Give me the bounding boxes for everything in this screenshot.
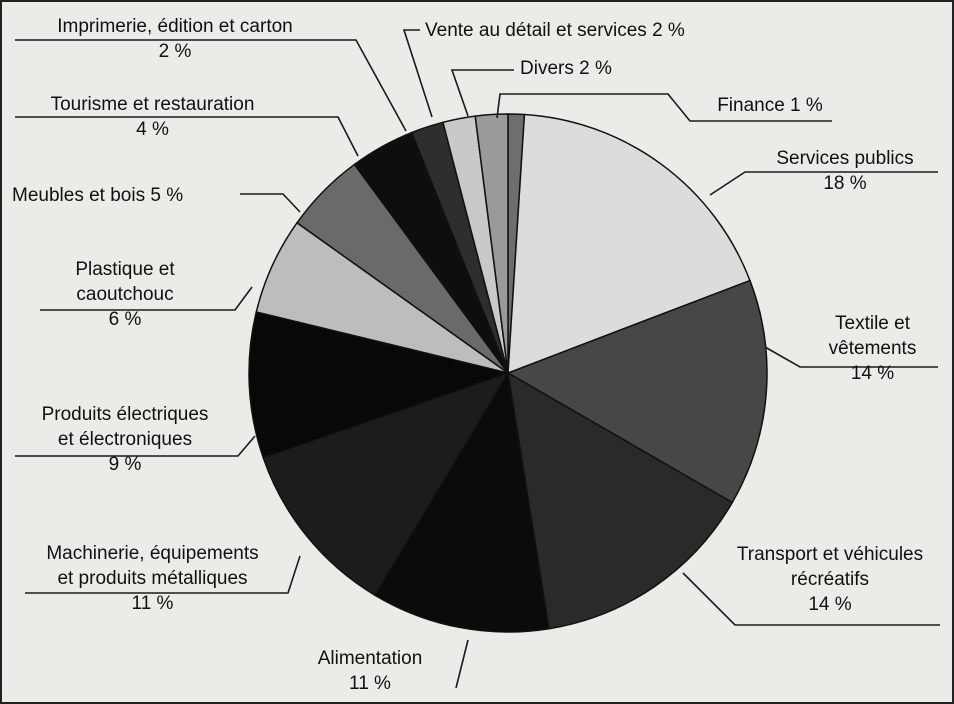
- slice-label-line: 6 %: [108, 309, 142, 330]
- slice-label-line: 14 %: [850, 363, 895, 384]
- slice-label-line: Produits électriques: [41, 404, 209, 425]
- leader-line-plastique: [40, 286, 253, 311]
- slice-label-textile: Textile et vêtements 14 %: [805, 311, 940, 386]
- slice-label-line: Imprimerie, édition et carton: [57, 16, 293, 37]
- slice-label-line: Machinerie, équipements: [46, 543, 259, 564]
- leader-line-textile: [764, 346, 938, 368]
- slice-label-line: Textile et: [835, 313, 910, 334]
- slice-label-finance: Finance 1 %: [670, 93, 870, 118]
- slice-label-line: récréatifs: [790, 569, 870, 590]
- pie-slice-services-publics: [507, 113, 751, 375]
- slice-label-line: 9 %: [108, 454, 142, 475]
- leader-line-electriques: [15, 435, 256, 457]
- slice-label-meubles: Meubles et bois 5 %: [12, 183, 232, 208]
- leader-line-finance: [496, 93, 832, 122]
- leader-line-alimentation: [455, 639, 469, 689]
- leader-line-machinerie: [25, 555, 301, 594]
- pie-slice-transport: [507, 371, 734, 630]
- slice-label-line: et électroniques: [57, 429, 193, 450]
- leader-line-divers: [450, 69, 514, 117]
- slice-label-imprimerie: Imprimerie, édition et carton 2 %: [10, 14, 340, 64]
- slice-label-tourisme: Tourisme et restauration 4 %: [10, 92, 295, 142]
- pie-slice-machinerie: [262, 371, 510, 597]
- slice-label-line: 14 %: [808, 594, 852, 615]
- slice-label-line: 11 %: [131, 593, 174, 614]
- slice-label-alimentation: Alimentation 11 %: [280, 646, 460, 696]
- slice-label-line: Finance 1 %: [717, 95, 823, 116]
- slice-label-line: et produits métalliques: [57, 568, 248, 589]
- slice-label-line: 4 %: [136, 119, 169, 140]
- leader-line-imprimerie: [15, 39, 407, 132]
- slice-label-plastique: Plastique et caoutchouc 6 %: [35, 257, 215, 332]
- slice-label-electriques: Produits électriques et électroniques 9 %: [10, 402, 240, 477]
- pie-slice-electriques: [248, 311, 511, 459]
- slice-label-line: Services publics: [776, 148, 914, 169]
- slice-label-line: Plastique et: [75, 259, 175, 280]
- slice-label-line: 11 %: [349, 673, 391, 694]
- slice-label-line: Divers 2 %: [520, 58, 612, 79]
- leader-line-services-publics: [709, 171, 938, 196]
- slice-label-line: Transport et véhicules: [736, 544, 924, 565]
- slice-label-line: vêtements: [828, 338, 917, 359]
- slice-label-machinerie: Machinerie, équipements et produits métal…: [10, 541, 295, 616]
- slice-label-vente: Vente au détail et services 2 %: [425, 18, 765, 43]
- slice-label-line: Vente au détail et services 2 %: [425, 20, 685, 41]
- leader-line-meubles: [240, 193, 301, 213]
- slice-label-line: Tourisme et restauration: [50, 94, 255, 115]
- pie-slice-alimentation: [373, 370, 550, 633]
- slice-label-line: Alimentation: [317, 648, 423, 669]
- slice-label-line: 2 %: [158, 41, 192, 62]
- leader-line-transport: [682, 572, 940, 626]
- leader-line-vente: [402, 29, 433, 118]
- slice-label-line: 18 %: [823, 173, 867, 194]
- slice-label-line: caoutchouc: [76, 284, 174, 305]
- slice-label-divers: Divers 2 %: [520, 56, 640, 81]
- slice-label-transport: Transport et véhicules récréatifs 14 %: [710, 542, 950, 617]
- pie-slice-textile: [506, 279, 768, 504]
- pie-slice-divers: [474, 113, 509, 374]
- leader-line-tourisme: [15, 116, 359, 157]
- slice-label-services-publics: Services publics 18 %: [745, 146, 945, 196]
- slice-label-line: Meubles et bois 5 %: [12, 185, 184, 206]
